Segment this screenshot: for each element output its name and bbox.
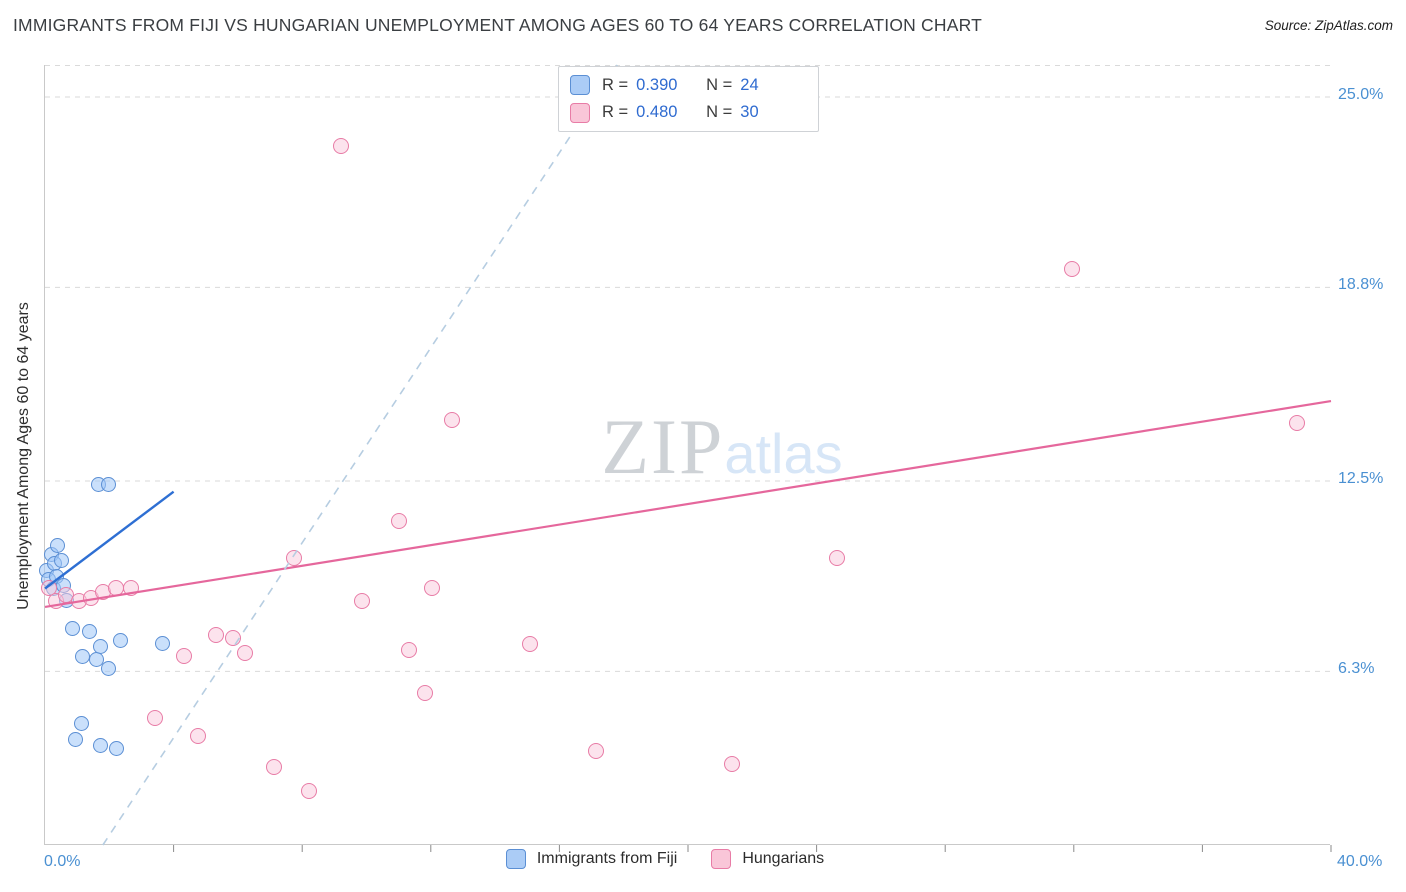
scatter-point-fiji <box>50 537 66 553</box>
scatter-point-hungarians <box>300 783 317 800</box>
trend-line-immigrants-from-fiji <box>44 490 175 590</box>
scatter-point-hungarians <box>521 635 538 652</box>
legend-label-hungarians: Hungarians <box>742 850 825 867</box>
scatter-point-hungarians <box>146 709 163 726</box>
scatter-point-hungarians <box>588 743 605 760</box>
scatter-point-fiji <box>93 639 109 655</box>
scatter-point-fiji <box>81 623 97 639</box>
scatter-point-fiji <box>100 476 116 492</box>
scatter-point-fiji <box>113 633 129 649</box>
trend-line-projection <box>102 64 618 846</box>
fiji-legend-swatch <box>505 849 526 869</box>
r-label: R = <box>602 75 629 94</box>
source-label: Source: ZipAtlas.com <box>1264 18 1393 33</box>
plot-area: ZIPatlas <box>39 64 1332 852</box>
x-axis-label-min: 0.0% <box>44 853 81 870</box>
r-label: R = <box>602 103 629 122</box>
scatter-point-hungarians <box>417 684 433 701</box>
scatter-point-hungarians <box>190 727 207 744</box>
n-value-hungarians: 30 <box>740 103 759 122</box>
points-layer <box>39 65 1330 844</box>
hungarians-swatch <box>570 102 590 123</box>
scatter-point-hungarians <box>828 549 845 566</box>
y-tick-label: 12.5% <box>1338 469 1384 487</box>
scatter-point-fiji <box>101 660 117 676</box>
trend-lines-layer <box>44 64 1332 846</box>
correlation-row-fiji: R = 0.390 N = 24 <box>570 73 807 98</box>
n-value-fiji: 24 <box>740 75 759 94</box>
scatter-point-hungarians <box>724 755 741 772</box>
scatter-point-hungarians <box>400 641 417 658</box>
scatter-point-hungarians <box>175 648 192 665</box>
scatter-point-hungarians <box>444 411 461 428</box>
scatter-point-fiji <box>68 731 84 747</box>
scatter-point-hungarians <box>285 549 302 566</box>
y-axis-title: Unemployment Among Ages 60 to 64 years <box>15 302 32 610</box>
r-value-fiji: 0.390 <box>636 75 678 94</box>
scatter-point-fiji <box>73 716 89 732</box>
y-tick-label: 25.0% <box>1338 85 1384 103</box>
r-value-hungarians: 0.480 <box>636 103 678 122</box>
scatter-point-hungarians <box>333 138 350 155</box>
x-axis-label-max: 40.0% <box>1337 853 1383 870</box>
legend-item-hungarians[interactable]: Hungarians <box>711 849 824 869</box>
scatter-point-fiji <box>53 553 69 569</box>
scatter-point-hungarians <box>353 592 370 609</box>
legend-item-fiji[interactable]: Immigrants from Fiji <box>505 849 678 869</box>
scatter-point-hungarians <box>424 580 441 597</box>
n-label: N = <box>706 103 733 122</box>
correlation-legend: R = 0.390 N = 24 R = 0.480 N = 30 <box>558 66 819 132</box>
scatter-point-hungarians <box>208 626 225 643</box>
scatter-point-fiji <box>93 737 109 753</box>
trend-line-hungarians <box>44 399 1332 609</box>
scatter-point-fiji <box>65 620 81 636</box>
scatter-point-hungarians <box>1288 414 1305 431</box>
legend-label-fiji: Immigrants from Fiji <box>536 850 678 867</box>
scatter-point-fiji <box>108 740 124 756</box>
fiji-swatch <box>570 75 590 96</box>
series-legend: Immigrants from Fiji Hungarians <box>0 849 1330 869</box>
chart-title: IMMIGRANTS FROM FIJI VS HUNGARIAN UNEMPL… <box>13 15 983 35</box>
scatter-point-hungarians <box>236 644 253 661</box>
n-label: N = <box>706 75 733 94</box>
y-tick-label: 6.3% <box>1338 660 1375 678</box>
y-tick-label: 18.8% <box>1338 276 1384 294</box>
scatter-point-hungarians <box>390 512 407 529</box>
scatter-point-hungarians <box>1063 260 1080 277</box>
scatter-point-fiji <box>155 636 171 652</box>
hungarians-legend-swatch <box>711 849 732 869</box>
scatter-point-hungarians <box>265 758 282 775</box>
correlation-row-hungarians: R = 0.480 N = 30 <box>570 101 807 126</box>
